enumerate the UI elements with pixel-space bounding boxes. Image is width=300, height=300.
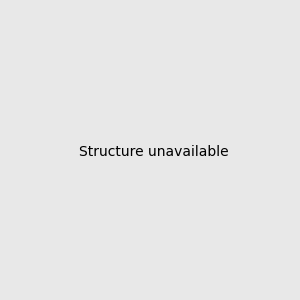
Text: Structure unavailable: Structure unavailable	[79, 145, 229, 158]
